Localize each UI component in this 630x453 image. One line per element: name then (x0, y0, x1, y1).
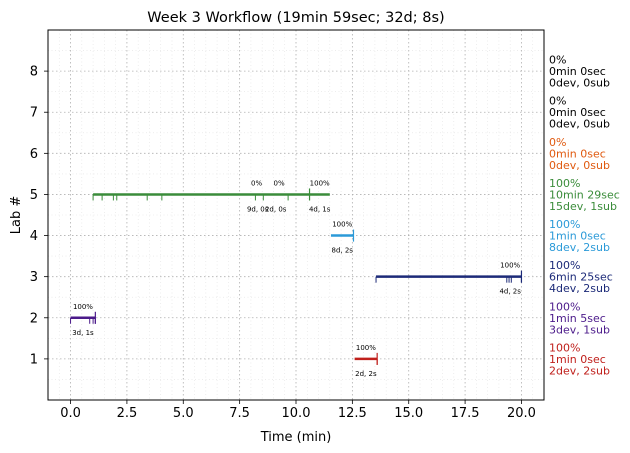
lab-summary-line: 0% (549, 95, 566, 108)
lab-summary-line: 100% (549, 259, 580, 272)
segment-duration-label: 9d, 0s (247, 205, 269, 213)
segment-duration-label: 4d, 2s (499, 288, 521, 296)
segment-score-label: 100% (332, 221, 352, 229)
lab-summary-line: 1min 0sec (549, 353, 606, 366)
x-tick-label: 12.5 (338, 406, 367, 421)
y-tick-label: 8 (30, 65, 38, 80)
lab-summary-line: 1min 0sec (549, 230, 606, 243)
y-tick-label: 6 (30, 147, 38, 162)
segment-score-label: 0% (274, 179, 285, 187)
x-tick-label: 17.5 (451, 406, 480, 421)
lab-summary-line: 3dev, 1sub (549, 323, 610, 336)
lab-summary-line: 100% (549, 218, 580, 231)
y-tick-label: 3 (30, 270, 38, 285)
lab-summary-line: 8dev, 2sub (549, 241, 610, 254)
segment-duration-label: 4d, 1s (309, 205, 331, 213)
y-axis-label: Lab # (9, 196, 24, 235)
lab-summary-line: 0dev, 0sub (549, 77, 610, 90)
segment-duration-label: 3d, 1s (72, 329, 94, 337)
segment-score-label: 100% (500, 262, 520, 270)
lab-summary-line: 100% (549, 300, 580, 313)
y-tick-label: 7 (30, 106, 38, 121)
x-axis-ticks: 0.0 2.5 5.0 7.5 10.0 12.5 15.0 17.5 20.0 (60, 400, 536, 421)
y-tick-label: 1 (30, 352, 38, 367)
lab-summary-line: 10min 29sec (549, 188, 620, 201)
grid (48, 30, 544, 400)
x-tick-label: 20.0 (507, 406, 536, 421)
segment-duration-label: 8d, 2s (331, 247, 353, 255)
lab-summary-line: 0min 0sec (549, 106, 606, 119)
x-tick-label: 7.5 (229, 406, 250, 421)
x-tick-label: 15.0 (394, 406, 423, 421)
lab-summary-line: 0min 0sec (549, 65, 606, 78)
y-tick-label: 5 (30, 188, 38, 203)
segment-duration-label: 2d, 0s (265, 205, 287, 213)
lab-summary-line: 100% (549, 177, 580, 190)
lab-summary-line: 0dev, 0sub (549, 118, 610, 131)
y-tick-label: 2 (30, 311, 38, 326)
y-tick-label: 4 (30, 229, 38, 244)
lab-summary-line: 1min 5sec (549, 312, 606, 325)
lab-summary-line: 2dev, 2sub (549, 364, 610, 377)
lab-timelines: 100% 2d, 2s 100% 3d, 1s 100% 4d, 2s 100% 8d, 2s… (70, 179, 523, 378)
lab-summary-line: 15dev, 1sub (549, 200, 617, 213)
x-tick-label: 5.0 (173, 406, 194, 421)
segment-score-label: 0% (251, 179, 262, 187)
y-axis-ticks: 1 2 3 4 5 6 7 8 (30, 65, 48, 367)
lab-summary-line: 0min 0sec (549, 147, 606, 160)
lab-summary-line: 0% (549, 136, 566, 149)
segment-score-label: 100% (73, 303, 93, 311)
x-tick-label: 0.0 (60, 406, 81, 421)
lab-summary-line: 0dev, 0sub (549, 159, 610, 172)
chart-title: Week 3 Workflow (19min 59sec; 32d; 8s) (147, 10, 444, 26)
x-tick-label: 2.5 (117, 406, 138, 421)
segment-duration-label: 2d, 2s (355, 370, 377, 378)
segment-score-label: 100% (310, 179, 330, 187)
lab-summary-line: 0% (549, 54, 566, 67)
lab-summary-line: 100% (549, 341, 580, 354)
lab-summary-line: 6min 25sec (549, 271, 613, 284)
segment-score-label: 100% (356, 344, 376, 352)
x-tick-label: 10.0 (282, 406, 311, 421)
x-axis-label: Time (min) (260, 430, 332, 445)
lab-summary-line: 4dev, 2sub (549, 282, 610, 295)
